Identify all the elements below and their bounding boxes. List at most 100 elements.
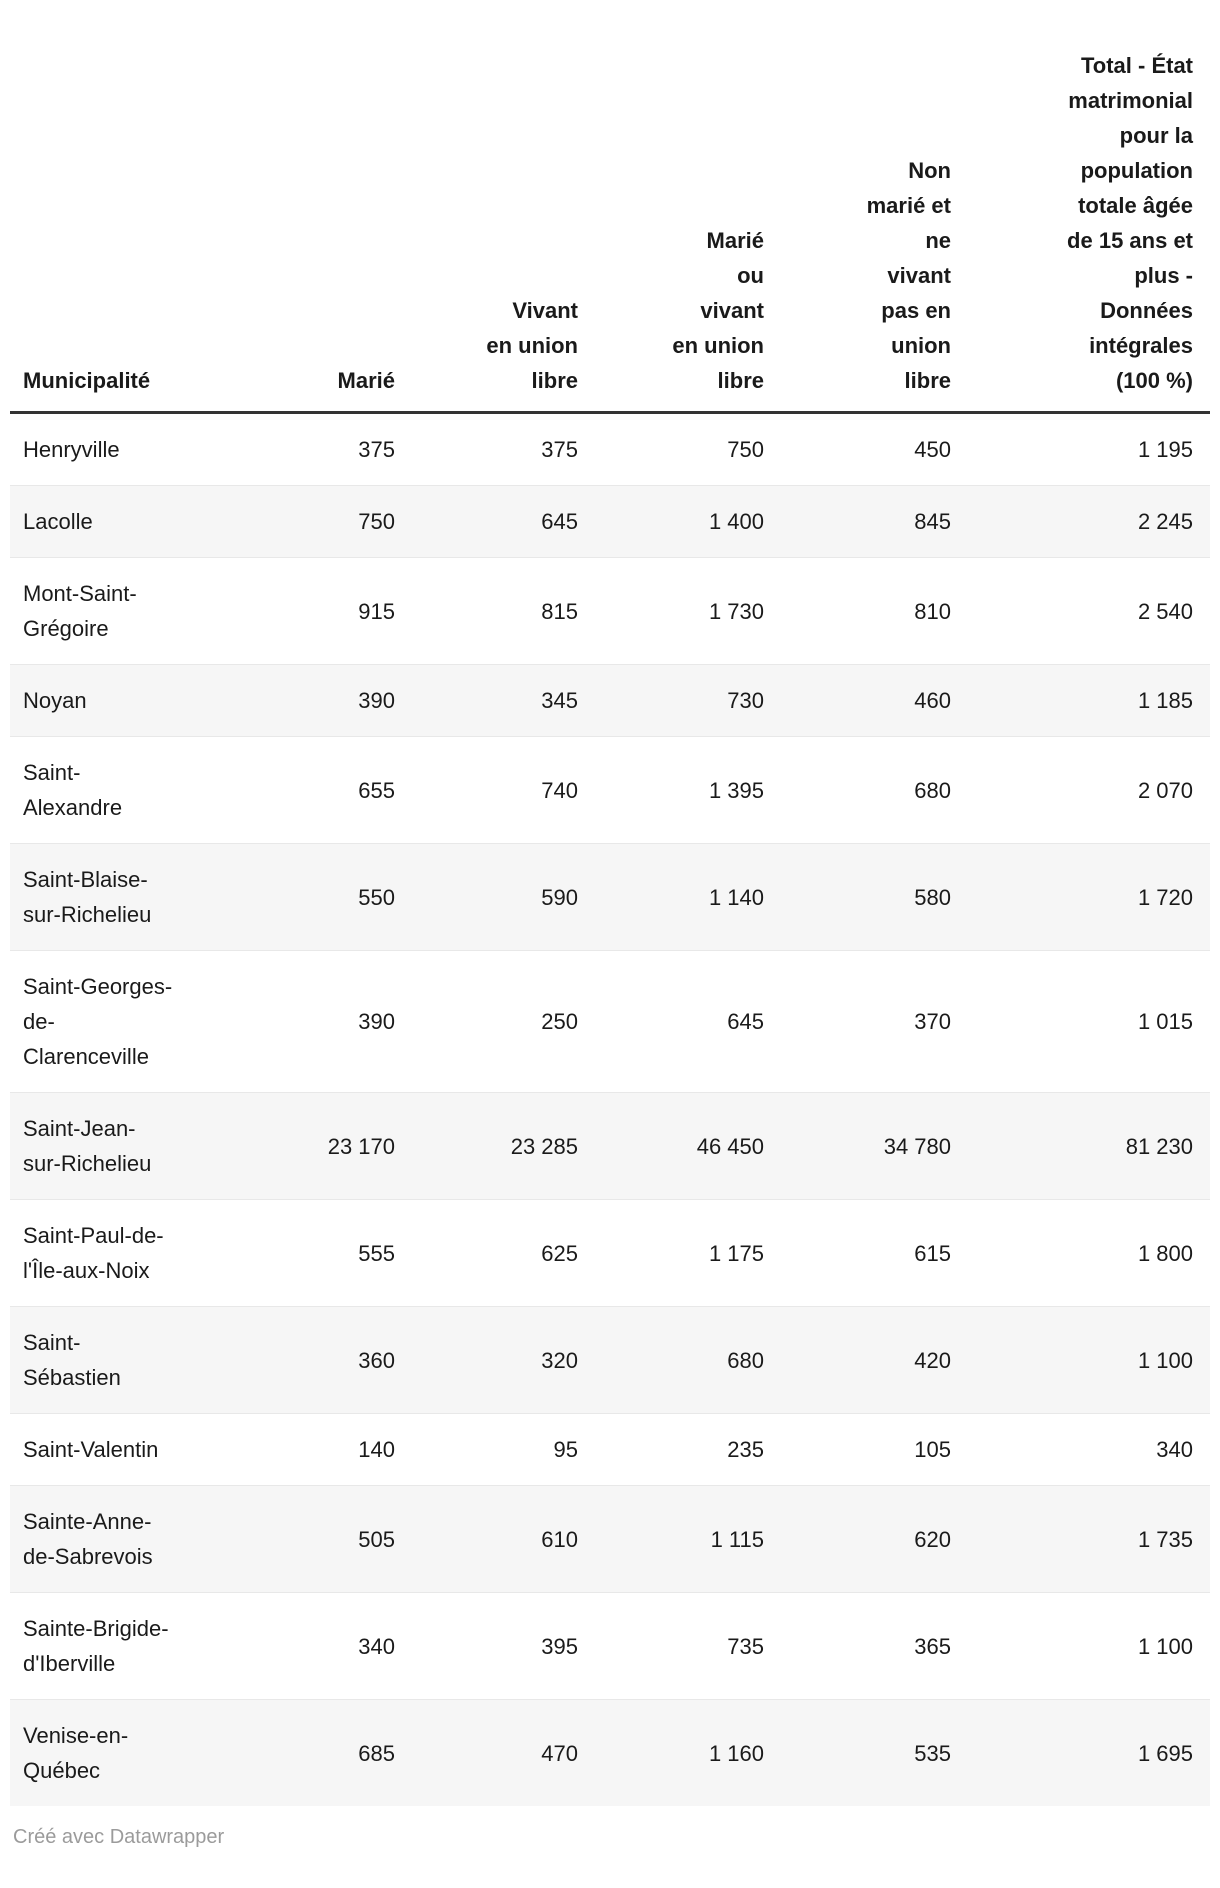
table-row: Lacolle 750 645 1 400 845 2 245 xyxy=(10,485,1210,558)
column-header-non-marie: Non marié et ne vivant pas en union libr… xyxy=(766,0,953,414)
column-header-total: Total - État matrimonial pour la populat… xyxy=(953,0,1210,414)
total-cell: 1 735 xyxy=(953,1485,1210,1593)
value-cell: 1 395 xyxy=(580,736,766,844)
total-cell: 1 195 xyxy=(1137,437,1193,462)
column-header-municipality: Municipalité xyxy=(10,0,210,414)
column-header-union-libre: Vivant en union libre xyxy=(397,0,580,414)
total-cell: 1 695 xyxy=(953,1699,1210,1806)
value-cell: 750 xyxy=(727,437,764,462)
value-cell: 1 160 xyxy=(580,1699,766,1806)
table-header-row: Municipalité Marié Vivant en union libre… xyxy=(10,0,1210,414)
value-cell: 680 xyxy=(766,736,953,844)
table-row: Saint- Alexandre 655 740 1 395 680 2 070 xyxy=(10,736,1210,844)
value-cell: 320 xyxy=(397,1306,580,1414)
value-cell: 1 115 xyxy=(580,1485,766,1593)
total-cell: 2 245 xyxy=(953,485,1210,558)
municipality-cell: Sainte-Brigide- d'Iberville xyxy=(10,1592,210,1700)
value-cell: 555 xyxy=(210,1199,397,1307)
table-row: Saint-Blaise- sur-Richelieu 550 590 1 14… xyxy=(10,843,1210,951)
value-cell: 365 xyxy=(766,1592,953,1700)
total-cell: 1 185 xyxy=(953,664,1210,737)
total-cell: 1 015 xyxy=(953,950,1210,1093)
value-cell: 345 xyxy=(397,664,580,737)
value-cell: 845 xyxy=(766,485,953,558)
municipality-cell: Saint-Blaise- sur-Richelieu xyxy=(10,843,210,951)
value-cell: 95 xyxy=(397,1413,580,1486)
table-row: Saint-Valentin 140 95 235 105 340 xyxy=(10,1413,1210,1486)
value-cell: 46 450 xyxy=(580,1092,766,1200)
total-cell: 340 xyxy=(953,1413,1210,1486)
value-cell: 375 xyxy=(541,437,578,462)
column-header-marie: Marié xyxy=(210,0,397,414)
total-cell: 2 540 xyxy=(953,557,1210,665)
value-cell: 535 xyxy=(766,1699,953,1806)
municipality-cell: Sainte-Anne- de-Sabrevois xyxy=(10,1485,210,1593)
column-header-marie-ou-union: Marié ou vivant en union libre xyxy=(580,0,766,414)
value-cell: 23 170 xyxy=(210,1092,397,1200)
municipality-cell: Venise-en- Québec xyxy=(10,1699,210,1806)
value-cell: 645 xyxy=(397,485,580,558)
value-cell: 395 xyxy=(397,1592,580,1700)
table-row: Sainte-Anne- de-Sabrevois 505 610 1 115 … xyxy=(10,1485,1210,1593)
value-cell: 390 xyxy=(210,950,397,1093)
total-cell: 1 100 xyxy=(953,1592,1210,1700)
municipality-cell: Saint-Valentin xyxy=(10,1413,210,1486)
value-cell: 460 xyxy=(766,664,953,737)
table-row: Saint-Georges- de- Clarenceville 390 250… xyxy=(10,950,1210,1093)
value-cell: 735 xyxy=(580,1592,766,1700)
value-cell: 470 xyxy=(397,1699,580,1806)
table-row: Saint-Paul-de- l'Île-aux-Noix 555 625 1 … xyxy=(10,1199,1210,1307)
table-row: Sainte-Brigide- d'Iberville 340 395 735 … xyxy=(10,1592,1210,1700)
table-row: Saint-Jean- sur-Richelieu 23 170 23 285 … xyxy=(10,1092,1210,1200)
value-cell: 610 xyxy=(397,1485,580,1593)
value-cell: 105 xyxy=(766,1413,953,1486)
total-cell: 81 230 xyxy=(953,1092,1210,1200)
municipality-cell: Mont-Saint- Grégoire xyxy=(10,557,210,665)
value-cell: 685 xyxy=(210,1699,397,1806)
value-cell: 1 400 xyxy=(580,485,766,558)
total-cell: 1 800 xyxy=(953,1199,1210,1307)
value-cell: 810 xyxy=(766,557,953,665)
value-cell: 580 xyxy=(766,843,953,951)
value-cell: 390 xyxy=(210,664,397,737)
total-cell: 2 070 xyxy=(953,736,1210,844)
municipality-cell: Saint-Paul-de- l'Île-aux-Noix xyxy=(10,1199,210,1307)
table-row: Venise-en- Québec 685 470 1 160 535 1 69… xyxy=(10,1699,1210,1806)
value-cell: 370 xyxy=(766,950,953,1093)
municipality-cell: Saint-Jean- sur-Richelieu xyxy=(10,1092,210,1200)
value-cell: 620 xyxy=(766,1485,953,1593)
value-cell: 450 xyxy=(914,437,951,462)
municipality-cell: Henryville xyxy=(23,437,120,462)
total-cell: 1 720 xyxy=(953,843,1210,951)
value-cell: 360 xyxy=(210,1306,397,1414)
value-cell: 655 xyxy=(210,736,397,844)
value-cell: 375 xyxy=(358,437,395,462)
value-cell: 1 730 xyxy=(580,557,766,665)
value-cell: 815 xyxy=(397,557,580,665)
value-cell: 915 xyxy=(210,557,397,665)
municipality-cell: Saint-Georges- de- Clarenceville xyxy=(10,950,210,1093)
value-cell: 740 xyxy=(397,736,580,844)
municipality-cell: Noyan xyxy=(10,664,210,737)
table-row: Mont-Saint- Grégoire 915 815 1 730 810 2… xyxy=(10,557,1210,665)
marital-status-table: Municipalité Marié Vivant en union libre… xyxy=(10,0,1210,1806)
value-cell: 645 xyxy=(580,950,766,1093)
value-cell: 590 xyxy=(397,843,580,951)
value-cell: 34 780 xyxy=(766,1092,953,1200)
value-cell: 680 xyxy=(580,1306,766,1414)
value-cell: 250 xyxy=(397,950,580,1093)
datawrapper-credit-link[interactable]: Créé avec Datawrapper xyxy=(13,1826,225,1848)
municipality-cell: Lacolle xyxy=(10,485,210,558)
municipality-cell: Saint- Alexandre xyxy=(10,736,210,844)
value-cell: 23 285 xyxy=(397,1092,580,1200)
table-row: Henryville 375 375 750 450 1 195 xyxy=(10,413,1210,486)
value-cell: 625 xyxy=(397,1199,580,1307)
value-cell: 550 xyxy=(210,843,397,951)
value-cell: 750 xyxy=(210,485,397,558)
value-cell: 340 xyxy=(210,1592,397,1700)
value-cell: 505 xyxy=(210,1485,397,1593)
total-cell: 1 100 xyxy=(953,1306,1210,1414)
table-row: Noyan 390 345 730 460 1 185 xyxy=(10,664,1210,737)
value-cell: 140 xyxy=(210,1413,397,1486)
